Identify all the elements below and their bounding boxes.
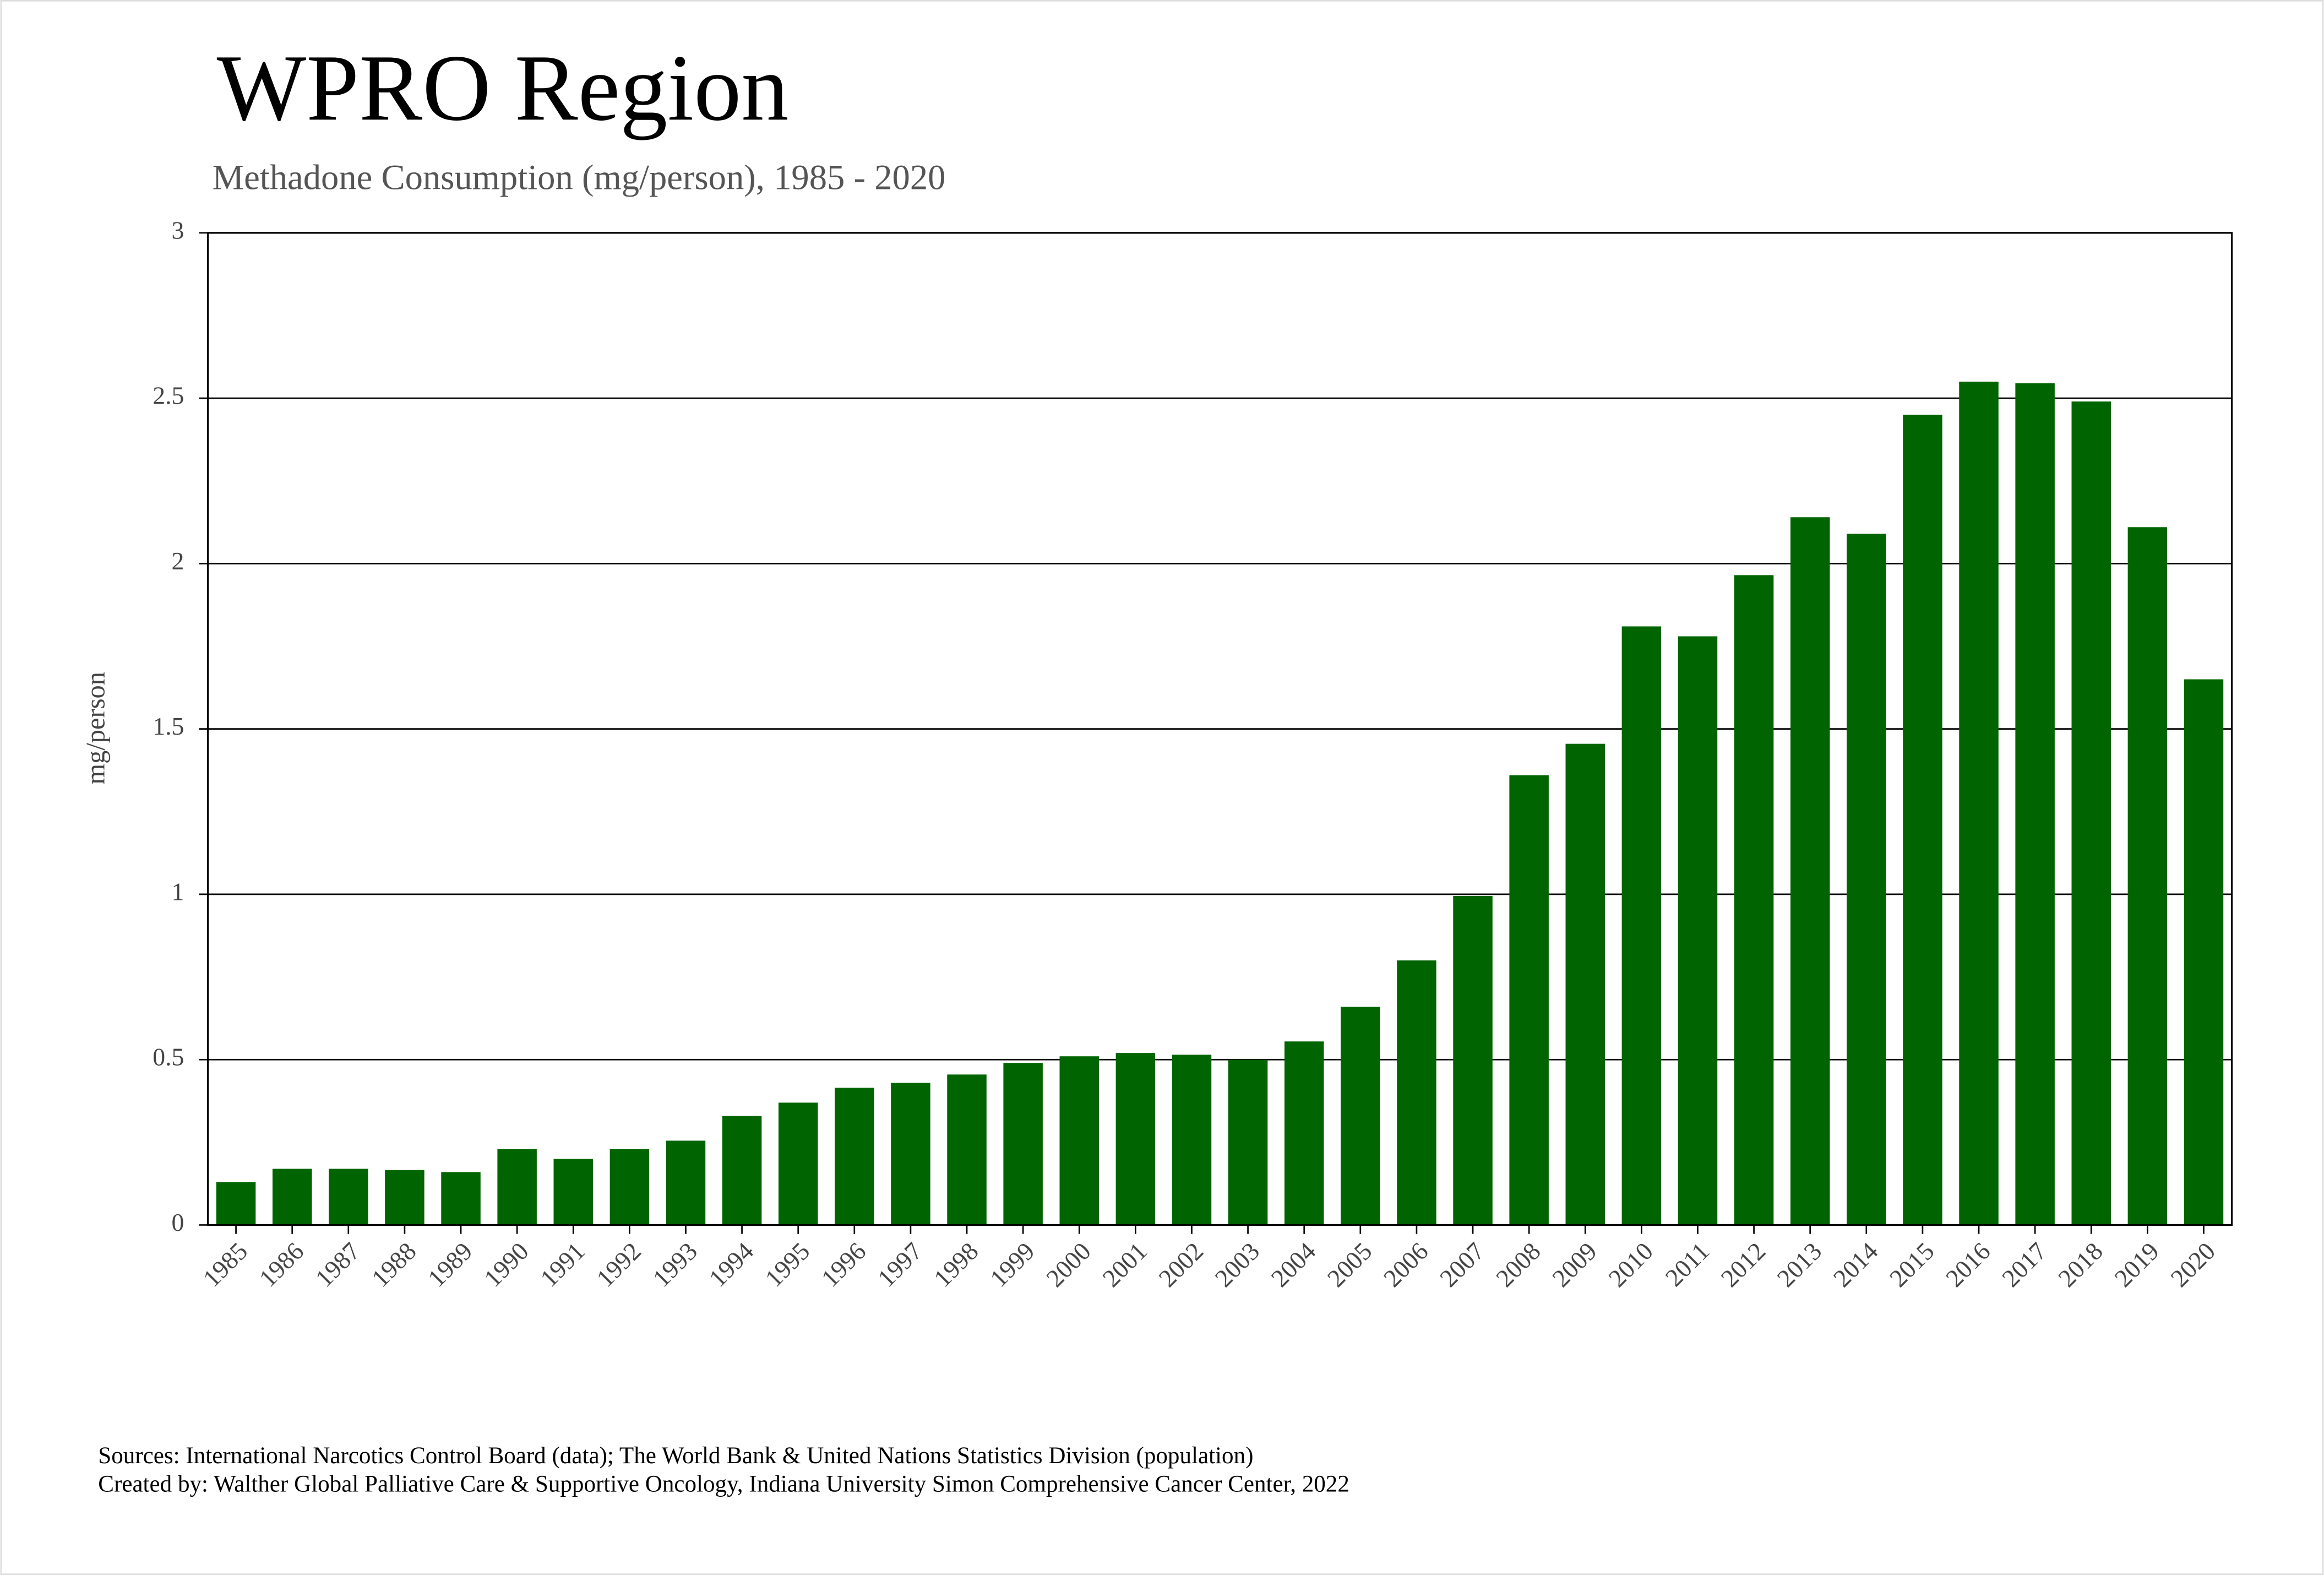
y-tick-label: 0 <box>172 1208 184 1236</box>
bar <box>835 1088 874 1225</box>
y-tick-label: 1 <box>172 877 184 905</box>
bar <box>1790 517 1830 1225</box>
chart-subtitle: Methadone Consumption (mg/person), 1985 … <box>213 157 946 197</box>
chart-title: WPRO Region <box>217 35 789 140</box>
bar <box>1059 1056 1099 1225</box>
bar <box>272 1169 312 1225</box>
footnote: Created by: Walther Global Palliative Ca… <box>98 1471 1349 1497</box>
bar <box>216 1182 256 1225</box>
bar <box>1003 1063 1043 1225</box>
bar <box>1734 575 1774 1225</box>
plot-frame <box>206 232 2233 1226</box>
bar <box>2015 383 2055 1225</box>
bar <box>1565 743 1605 1225</box>
bar <box>778 1102 818 1225</box>
bar <box>1453 895 1493 1225</box>
bar <box>385 1170 424 1225</box>
bar <box>1847 534 1886 1225</box>
bar <box>1284 1041 1324 1225</box>
y-axis-label: mg/person <box>81 672 110 785</box>
bar <box>1621 626 1662 1225</box>
bar <box>722 1116 762 1225</box>
bar <box>2184 679 2224 1225</box>
bar <box>609 1149 650 1225</box>
bar <box>1397 960 1436 1225</box>
bar <box>1678 636 1718 1225</box>
bar <box>1959 382 1999 1225</box>
bar <box>1115 1053 1156 1225</box>
bar <box>1341 1007 1380 1225</box>
footnote: Sources: International Narcotics Control… <box>98 1443 1253 1469</box>
bar <box>891 1083 930 1225</box>
bar <box>1509 775 1549 1225</box>
bar <box>2071 401 2111 1225</box>
bar <box>1172 1055 1212 1225</box>
bar <box>553 1159 593 1225</box>
bar <box>1228 1060 1268 1225</box>
bar <box>441 1172 481 1225</box>
bar <box>2127 527 2168 1225</box>
bar <box>497 1149 537 1225</box>
bar <box>666 1140 706 1225</box>
y-tick-label: 2.5 <box>153 382 184 410</box>
y-tick-label: 1.5 <box>153 712 184 740</box>
y-tick-label: 2 <box>172 547 184 575</box>
bar <box>329 1169 368 1225</box>
y-tick-label: 0.5 <box>153 1043 184 1071</box>
bar <box>1903 415 1942 1225</box>
bar <box>947 1074 987 1225</box>
y-tick-label: 3 <box>172 216 184 244</box>
